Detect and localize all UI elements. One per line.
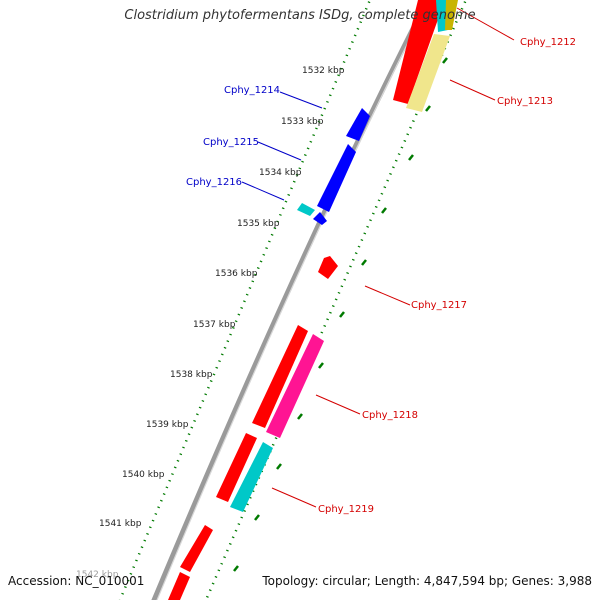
gene-label-cphy-1213[interactable]: Cphy_1213 <box>497 96 553 107</box>
gene-cphy-1217[interactable] <box>318 256 338 279</box>
gene-cphy-1215[interactable] <box>317 144 356 212</box>
tick-label: 1534 kbp <box>259 168 302 178</box>
map-title: Clostridium phytofermentans ISDg, comple… <box>124 8 476 23</box>
tick-label: 1541 kbp <box>99 519 142 529</box>
tick-label: 1542 kbp <box>76 570 119 580</box>
gene-cphy-1216-blue[interactable] <box>313 212 327 225</box>
genome-backbone-highlight <box>156 0 431 600</box>
gene-label-cphy-1215[interactable]: Cphy_1215 <box>203 137 259 148</box>
genome-summary-text: Topology: circular; Length: 4,847,594 bp… <box>262 574 592 588</box>
tick-label: 1532 kbp <box>302 66 345 76</box>
gene-label-cphy-1219[interactable]: Cphy_1219 <box>318 504 374 515</box>
tick-label: 1535 kbp <box>237 219 280 229</box>
gene-label-cphy-1217[interactable]: Cphy_1217 <box>411 300 467 311</box>
gene-label-cphy-1216[interactable]: Cphy_1216 <box>186 177 242 188</box>
label-leaders <box>241 7 515 508</box>
gene-cphy-1218-red[interactable] <box>252 325 308 428</box>
gene-cphy-1212-olive <box>445 0 458 30</box>
gene-cphy-1219-red[interactable] <box>216 433 257 502</box>
tick-label: 1540 kbp <box>122 470 165 480</box>
gene-label-cphy-1214[interactable]: Cphy_1214 <box>224 85 280 96</box>
tick-label: 1533 kbp <box>281 117 324 127</box>
genome-backbone <box>151 0 431 600</box>
gene-cphy-1218[interactable] <box>266 334 324 438</box>
gene-label-cphy-1212[interactable]: Cphy_1212 <box>520 37 576 48</box>
tick-label: 1538 kbp <box>170 370 213 380</box>
tick-label: 1537 kbp <box>193 320 236 330</box>
gene-cphy-1214[interactable] <box>346 108 370 141</box>
gene-lower-2 <box>168 572 190 600</box>
gene-cphy-1212[interactable] <box>393 0 442 104</box>
gene-lower-1 <box>180 525 213 572</box>
gene-cphy-1216[interactable] <box>297 203 315 216</box>
accession-text: Accession: NC_010001 <box>8 574 145 588</box>
tick-dashes <box>233 57 448 572</box>
gene-label-cphy-1218[interactable]: Cphy_1218 <box>362 410 418 421</box>
gene-cphy-1219[interactable] <box>230 442 273 512</box>
gene-cphy-1213[interactable] <box>406 34 450 112</box>
tick-label: 1536 kbp <box>215 269 258 279</box>
tick-label: 1539 kbp <box>146 420 189 430</box>
